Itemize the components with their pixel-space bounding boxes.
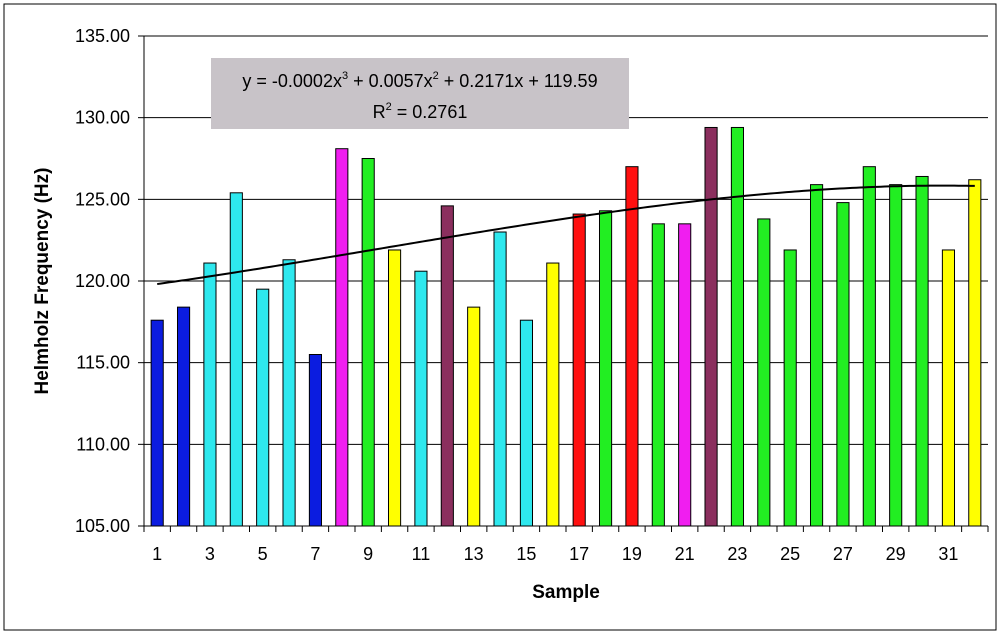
x-tick-label: 13 xyxy=(464,544,484,564)
bar-sample-31 xyxy=(941,249,956,527)
bar-sample-26 xyxy=(809,184,824,527)
x-tick-label: 31 xyxy=(938,544,958,564)
x-axis-label: Sample xyxy=(532,582,600,603)
y-tick-labels: 105.00 110.00 115.00 120.00 125.00 130.00 135.… xyxy=(75,26,144,536)
bar-sample-13 xyxy=(467,306,481,527)
bar-sample-15 xyxy=(519,319,534,527)
x-tick-label: 7 xyxy=(310,544,320,564)
bar-sample-8 xyxy=(335,148,349,527)
bar-sample-7 xyxy=(308,354,323,527)
polynomial-trendline xyxy=(157,184,975,286)
bar-sample-18 xyxy=(598,210,613,527)
x-tick-label: 3 xyxy=(205,544,215,564)
x-tick-label: 17 xyxy=(569,544,589,564)
bar-sample-2 xyxy=(176,306,191,527)
bar-sample-1 xyxy=(150,319,164,527)
bar-sample-22 xyxy=(704,126,718,527)
trendline xyxy=(157,184,975,286)
trendline-equation-box: y = -0.0002x3 + 0.0057x2 + 0.2171x + 119… xyxy=(211,58,629,129)
y-tick-label: 115.00 xyxy=(76,353,130,373)
x-tick-label: 25 xyxy=(780,544,800,564)
bar-sample-25 xyxy=(783,249,797,527)
bar-sample-10 xyxy=(387,249,402,527)
x-tick-label: 27 xyxy=(833,544,853,564)
bar-sample-20 xyxy=(651,223,665,527)
bars xyxy=(150,126,982,527)
bar-sample-14 xyxy=(493,231,507,527)
y-tick-label: 130.00 xyxy=(75,108,130,128)
bar-sample-9 xyxy=(361,158,375,527)
bar-sample-11 xyxy=(414,270,428,527)
x-tick-label: 1 xyxy=(152,544,162,564)
equation-background xyxy=(211,58,629,129)
bar-sample-4 xyxy=(229,192,243,527)
bar-sample-28 xyxy=(862,166,876,527)
y-tick-label: 105.00 xyxy=(75,516,130,536)
y-tick-label: 110.00 xyxy=(76,434,130,454)
bar-sample-3 xyxy=(203,262,217,527)
x-tick-label: 15 xyxy=(516,544,536,564)
x-tick-label: 19 xyxy=(622,544,642,564)
bar-sample-16 xyxy=(546,262,560,527)
bar-sample-21 xyxy=(678,223,692,527)
y-tick-label: 120.00 xyxy=(75,271,130,291)
chart-border xyxy=(3,3,997,631)
x-tick-labels: 1 3 5 7 9 11 13 15 17 19 21 23 25 27 29 31 xyxy=(143,526,989,564)
y-tick-label: 135.00 xyxy=(75,26,130,46)
bar-sample-6 xyxy=(282,259,296,527)
bar-sample-29 xyxy=(889,184,903,527)
x-tick-label: 23 xyxy=(727,544,747,564)
x-tick-label: 9 xyxy=(363,544,373,564)
x-tick-label: 29 xyxy=(886,544,906,564)
x-tick-label: 21 xyxy=(675,544,695,564)
bar-sample-12 xyxy=(440,205,454,527)
bar-sample-24 xyxy=(757,218,771,527)
bar-sample-23 xyxy=(730,126,745,527)
bar-sample-32 xyxy=(968,179,982,527)
bar-sample-5 xyxy=(256,288,270,527)
bar-sample-27 xyxy=(836,202,850,527)
y-axis-label: Helmholz Frequency (Hz) xyxy=(32,168,53,395)
bar-sample-17 xyxy=(572,213,586,527)
x-tick-label: 11 xyxy=(412,544,431,564)
trendline-r-squared: R2 = 0.2761 xyxy=(373,101,468,122)
bar-sample-19 xyxy=(625,166,639,527)
trendline-equation: y = -0.0002x3 + 0.0057x2 + 0.2171x + 119… xyxy=(242,70,597,91)
bar-sample-30 xyxy=(915,175,929,527)
y-tick-label: 125.00 xyxy=(75,189,130,209)
x-tick-label: 5 xyxy=(258,544,268,564)
